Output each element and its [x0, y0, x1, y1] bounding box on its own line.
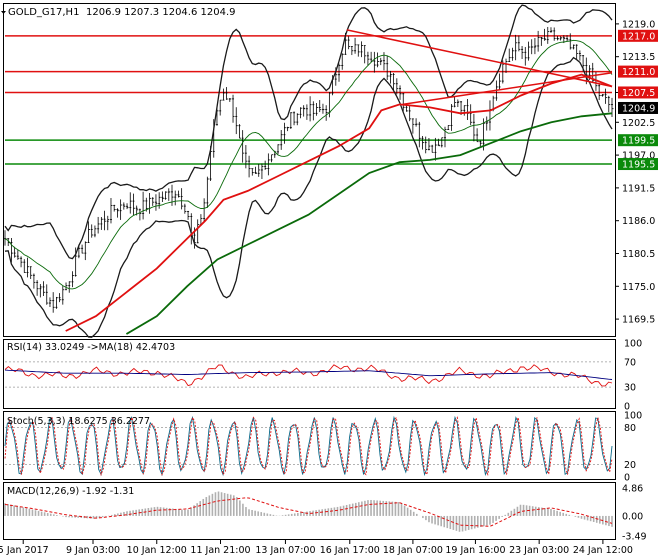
macd-label: MACD(12,26,9) -1.92 -1.31: [7, 486, 134, 497]
x-tick-label: 11 Jan 21:00: [190, 545, 250, 556]
x-tick-label: 13 Jan 07:00: [255, 545, 315, 556]
rsi-series: [4, 364, 613, 387]
lower-band-line: [4, 56, 613, 338]
price-y-axis: 1219.0 1213.5 1207.5 1202.5 1197.0 1191.5 1186…: [615, 19, 655, 326]
rsi-line: [4, 364, 613, 387]
macd-y-axis: 4.86 0.00 -3.49: [622, 484, 647, 543]
price-label-box-2: [618, 86, 658, 99]
rsi-tick-label: 30: [624, 383, 636, 394]
stoch-label: Stoch(5,3,3) 18.6275 36.2277: [7, 416, 150, 427]
stoch-tick-label: 100: [624, 411, 642, 422]
x-tick-label: 5 Jan 2017: [0, 545, 49, 556]
x-tick-label: 18 Jan 07:00: [383, 545, 443, 556]
price-series: [4, 4, 614, 338]
price-label-5: 1195.5: [622, 160, 655, 171]
rsi-y-axis: 100 70 30 0: [624, 339, 642, 413]
price-horizontal-lines: [5, 35, 612, 165]
macd-signal-line: [4, 497, 613, 527]
price-tick-label: 1180.5: [622, 249, 655, 260]
price-label-2: 1207.5: [622, 88, 655, 99]
price-panel-frame: [3, 3, 616, 337]
price-header-symbol: GOLD_G17,H1: [8, 7, 79, 18]
price-tick-label: 1175.0: [622, 282, 655, 293]
x-tick-label: 19 Jan 16:00: [445, 545, 505, 556]
price-label-1: 1211.0: [622, 67, 655, 78]
rsi-tick-label: 100: [624, 339, 642, 350]
trendline-0: [346, 29, 613, 88]
stoch-series: [4, 415, 613, 477]
price-label-box-0: [618, 29, 658, 42]
rsi-tick-label: 0: [624, 402, 630, 413]
price-tick-label: 1169.5: [622, 315, 655, 326]
trendline-1: [402, 72, 613, 106]
upper-band-line: [4, 4, 613, 260]
price-label-box-1: [618, 65, 658, 78]
macd-histogram: [4, 491, 613, 532]
price-label-4: 1199.5: [622, 136, 655, 147]
stoch-tick-label: 20: [624, 460, 636, 471]
price-tick-label: 1213.5: [622, 52, 655, 63]
rsi-label: RSI(14) 33.0249 ->MA(18) 42.4703: [7, 342, 175, 353]
macd-tick-label: 4.86: [622, 484, 643, 495]
price-label-0: 1217.0: [622, 31, 655, 42]
price-label-3: 1204.9: [622, 103, 655, 114]
price-tick-label: 1191.5: [622, 183, 655, 194]
x-axis: 5 Jan 2017 9 Jan 03:00 10 Jan 12:00 11 Jan …: [0, 540, 633, 556]
x-tick-label: 24 Jan 12:00: [573, 545, 633, 556]
x-tick-label: 16 Jan 17:00: [320, 545, 380, 556]
macd-panel-frame: [3, 482, 616, 540]
price-tick-label: 1202.5: [622, 118, 655, 129]
price-tick-label: 1219.0: [622, 19, 655, 30]
stoch-panel-frame: [3, 411, 616, 480]
macd-tick-label: -3.49: [622, 532, 647, 543]
header-arrow-icon: [1, 11, 6, 14]
stoch-tick-label: 80: [624, 423, 636, 434]
stoch-levels: [5, 426, 612, 466]
x-tick-label: 23 Jan 03:00: [509, 545, 569, 556]
price-label-box-3: [618, 101, 658, 114]
x-tick-label: 10 Jan 12:00: [127, 545, 187, 556]
price-trendlines: [346, 29, 613, 106]
rsi-levels: [5, 361, 612, 388]
ma-green-line: [125, 112, 613, 335]
rsi-panel-frame: [3, 339, 616, 409]
price-tick-label: 1197.0: [622, 151, 655, 162]
price-label-box-5: [618, 158, 658, 171]
price-label-box-4: [618, 134, 658, 147]
price-level-labels: 1217.0 1211.0 1207.5 1204.9 1199.5 1195.5: [618, 29, 658, 171]
x-tick-label: 9 Jan 03:00: [66, 545, 120, 556]
rsi-ma-line: [4, 369, 613, 380]
stoch-tick-label: 0: [624, 473, 630, 484]
macd-tick-label: 0.00: [622, 511, 643, 522]
stoch-main-line: [4, 415, 613, 477]
rsi-tick-label: 70: [624, 357, 636, 368]
macd-signal: [4, 497, 613, 527]
ma-red-line: [65, 73, 613, 332]
stoch-signal-line: [4, 415, 613, 477]
middle-band-line: [4, 39, 613, 290]
price-header-ohlc: 1206.9 1207.3 1204.6 1204.9: [86, 7, 236, 18]
price-tick-label: 1186.0: [622, 216, 655, 227]
